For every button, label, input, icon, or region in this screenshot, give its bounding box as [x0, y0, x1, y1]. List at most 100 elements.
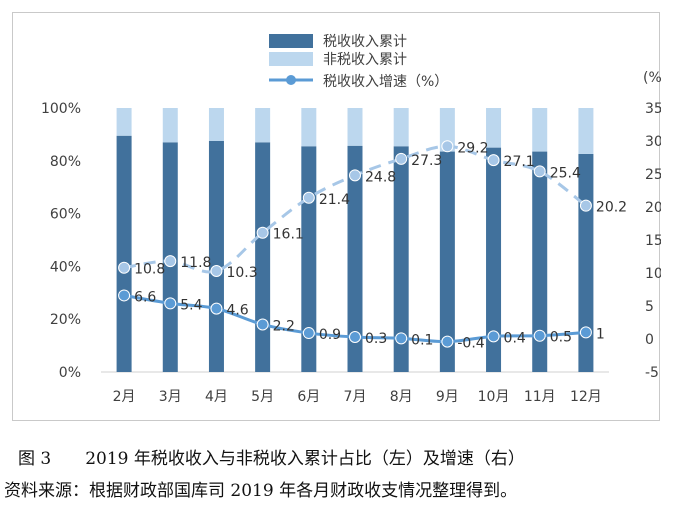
point-tax-growth: [487, 330, 500, 343]
point-non-tax-growth: [118, 261, 131, 274]
bar-non-tax-revenue: [116, 108, 132, 136]
data-label-tax-growth: -0.4: [457, 336, 484, 352]
point-tax-growth: [302, 327, 315, 340]
data-label-non-tax-growth: 25.4: [550, 165, 581, 181]
legend-label-tax: 税收收入累计: [323, 34, 407, 50]
point-non-tax-growth: [533, 165, 546, 178]
figure-caption: 图 3 2019 年税收收入与非税收入累计占比（左）及增速（右）: [18, 449, 525, 469]
legend-label-non-tax: 非税收入累计: [323, 52, 407, 68]
point-tax-growth: [533, 329, 546, 342]
data-label-tax-growth: 0.9: [319, 327, 341, 343]
data-label-tax-growth: 1: [596, 326, 605, 342]
point-tax-growth: [349, 331, 361, 344]
point-non-tax-growth: [441, 140, 454, 153]
data-label-non-tax-growth: 29.2: [457, 140, 488, 156]
right-tick-label: 30: [645, 134, 661, 150]
right-tick-label: 15: [645, 233, 661, 249]
right-tick-label: 20: [645, 200, 661, 216]
legend-swatch-non-tax: [269, 52, 313, 66]
data-label-non-tax-growth: 10.8: [134, 262, 165, 278]
data-label-non-tax-growth: 11.8: [180, 255, 211, 271]
left-tick-label: 0%: [59, 365, 81, 381]
data-label-tax-growth: 4.6: [226, 303, 248, 319]
x-tick-label: 11月: [524, 389, 556, 405]
point-non-tax-growth: [164, 255, 177, 268]
legend-label-growth: 税收收入增速（%）: [323, 74, 448, 90]
legend-swatch-tax: [269, 34, 313, 48]
bar-non-tax-revenue: [162, 108, 178, 143]
point-non-tax-growth: [487, 154, 500, 167]
bar-non-tax-revenue: [393, 108, 409, 147]
right-tick-label: -5: [645, 365, 659, 381]
data-label-non-tax-growth: 10.3: [226, 265, 257, 281]
bar-tax-revenue: [486, 147, 502, 372]
x-tick-label: 4月: [205, 389, 228, 405]
point-tax-growth: [441, 335, 454, 348]
data-label-non-tax-growth: 16.1: [273, 227, 304, 243]
x-tick-label: 10月: [478, 389, 510, 405]
data-label-non-tax-growth: 21.4: [319, 192, 350, 208]
x-tick-label: 7月: [344, 389, 367, 405]
x-tick-label: 12月: [570, 389, 602, 405]
bar-tax-revenue: [116, 135, 132, 372]
right-axis-unit: (%): [643, 70, 661, 86]
bar-non-tax-revenue: [532, 108, 548, 152]
left-tick-label: 80%: [50, 154, 81, 170]
bar-tax-revenue: [439, 151, 455, 372]
bar-non-tax-revenue: [486, 108, 502, 148]
data-label-non-tax-growth: 20.2: [596, 200, 627, 216]
point-non-tax-growth: [395, 152, 408, 165]
bar-tax-revenue: [578, 153, 594, 372]
left-tick-label: 20%: [50, 312, 81, 328]
x-tick-label: 8月: [390, 389, 413, 405]
left-tick-label: 100%: [41, 101, 81, 117]
bar-non-tax-revenue: [578, 108, 594, 154]
point-tax-growth: [164, 297, 177, 310]
bar-tax-revenue: [301, 146, 317, 372]
point-non-tax-growth: [579, 199, 592, 212]
x-tick-label: 3月: [159, 389, 182, 405]
data-label-tax-growth: 0.1: [411, 332, 433, 348]
data-label-non-tax-growth: 24.8: [365, 169, 396, 185]
data-label-non-tax-growth: 27.3: [411, 153, 442, 169]
right-tick-label: 10: [645, 266, 661, 282]
chart-frame: 0% 20% 40% 60% 80% 100% -5 0 5 10 15 20 25 30 35 (%) 2月 3…: [12, 12, 661, 421]
x-tick-label: 9月: [436, 389, 459, 405]
point-tax-growth: [579, 326, 592, 339]
data-label-tax-growth: 2.2: [273, 318, 295, 334]
bar-non-tax-revenue: [439, 108, 455, 152]
legend-swatch-growth-marker: [286, 75, 296, 85]
bar-non-tax-revenue: [255, 108, 271, 143]
right-tick-label: 35: [645, 101, 661, 117]
right-tick-label: 25: [645, 167, 661, 183]
point-non-tax-growth: [210, 265, 223, 278]
bar-tax-revenue: [208, 141, 224, 372]
bar-non-tax-revenue: [208, 108, 224, 141]
point-non-tax-growth: [349, 169, 361, 182]
bar-tax-revenue: [255, 142, 271, 372]
point-non-tax-growth: [256, 226, 269, 239]
point-tax-growth: [210, 302, 223, 315]
bar-non-tax-revenue: [347, 108, 363, 146]
point-tax-growth: [395, 332, 408, 345]
right-tick-label: 5: [645, 299, 654, 315]
left-tick-label: 60%: [50, 207, 81, 223]
data-label-tax-growth: 6.6: [134, 289, 156, 305]
point-tax-growth: [256, 318, 269, 331]
x-tick-label: 6月: [297, 389, 320, 405]
bar-tax-revenue: [532, 151, 548, 372]
left-tick-label: 40%: [50, 259, 81, 275]
point-tax-growth: [118, 289, 131, 302]
right-tick-label: 0: [645, 332, 654, 348]
bar-tax-revenue: [347, 145, 363, 372]
data-label-tax-growth: 0.4: [504, 330, 526, 346]
x-tick-label: 2月: [113, 389, 136, 405]
chart: 0% 20% 40% 60% 80% 100% -5 0 5 10 15 20 25 30 35 (%) 2月 3…: [41, 34, 661, 405]
data-label-tax-growth: 0.3: [365, 331, 387, 347]
point-non-tax-growth: [302, 191, 315, 204]
data-label-non-tax-growth: 27.1: [504, 154, 535, 170]
bar-tax-revenue: [393, 146, 409, 372]
data-label-tax-growth: 0.5: [550, 330, 572, 346]
bar-non-tax-revenue: [301, 108, 317, 147]
source-note: 资料来源：根据财政部国库司 2019 年各月财政收支情况整理得到。: [4, 481, 518, 501]
